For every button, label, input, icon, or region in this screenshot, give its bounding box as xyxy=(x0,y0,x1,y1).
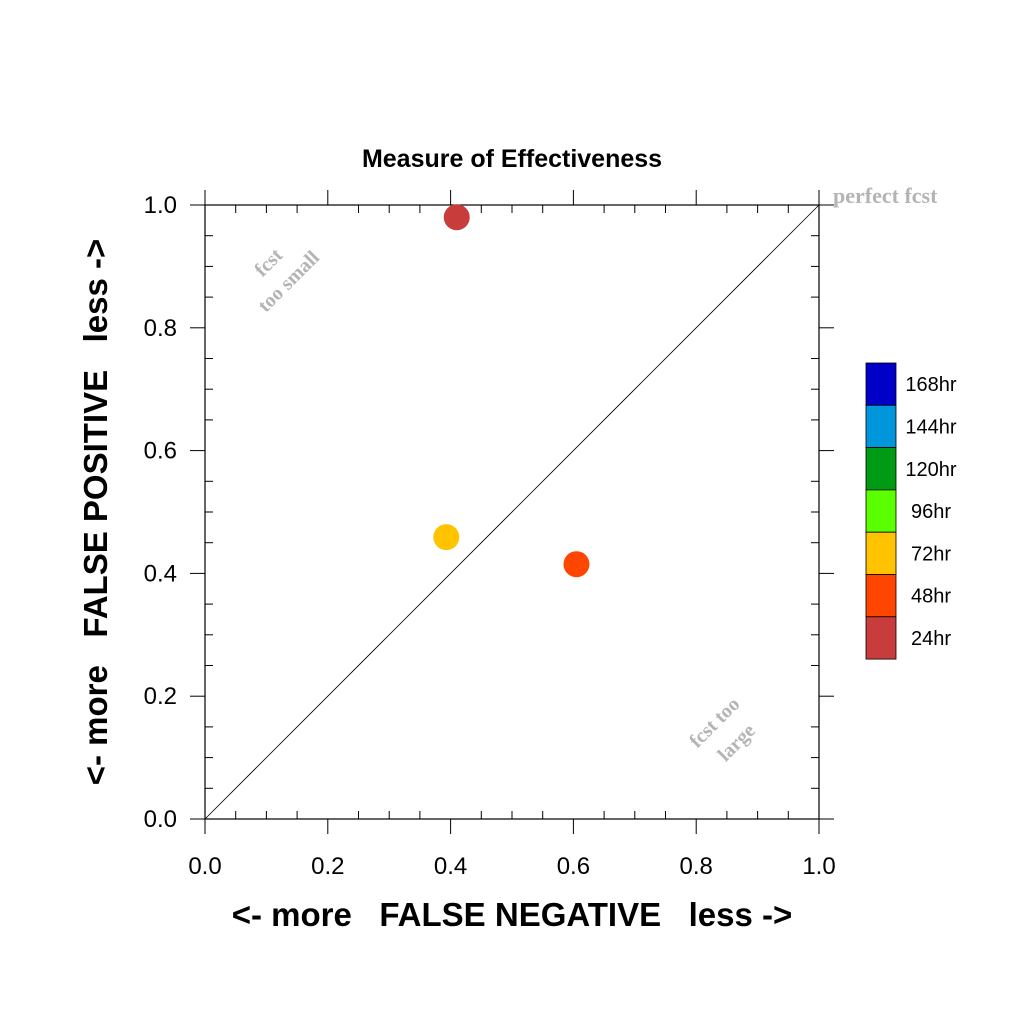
legend-label-168hr: 168hr xyxy=(905,374,956,396)
x-tick-label: 0.4 xyxy=(434,853,467,880)
x-tick-label: 0.8 xyxy=(680,853,713,880)
legend-label-144hr: 144hr xyxy=(905,416,956,438)
y-axis-label: <- more FALSE POSITIVE less -> xyxy=(77,239,114,786)
chart-title: Measure of Effectiveness xyxy=(362,145,662,173)
y-tick-label: 0.8 xyxy=(144,315,177,342)
y-tick-label: 0.6 xyxy=(144,438,177,465)
legend-label-24hr: 24hr xyxy=(911,628,951,650)
y-tick-label: 1.0 xyxy=(144,192,177,219)
legend-label-120hr: 120hr xyxy=(905,459,956,481)
data-point-72hr xyxy=(433,524,460,551)
x-tick-label: 1.0 xyxy=(802,853,835,880)
legend-swatch-48hr xyxy=(865,574,897,618)
x-tick-label: 0.2 xyxy=(311,853,344,880)
plot-axes: 0.0 0.2 0.4 0.6 0.8 1.0 0.0 0.2 0.4 0.6 0.8 1.0 xyxy=(144,190,836,880)
y-tick-label: 0.4 xyxy=(144,560,177,587)
x-tick-label: 0.6 xyxy=(557,853,590,880)
x-axis-label: <- more FALSE NEGATIVE less -> xyxy=(232,896,793,933)
legend: 168hr 144hr 120hr 96hr 72hr 48hr 24hr xyxy=(865,362,957,660)
legend-swatch-144hr xyxy=(865,404,897,448)
legend-label-72hr: 72hr xyxy=(911,543,951,565)
legend-swatch-168hr xyxy=(865,362,897,406)
diagonal-line xyxy=(204,204,820,820)
y-tick-label: 0.0 xyxy=(144,806,177,833)
plot-marks xyxy=(433,204,590,578)
legend-label-96hr: 96hr xyxy=(911,501,951,523)
data-point-48hr xyxy=(563,551,590,578)
y-tick-label: 0.2 xyxy=(144,683,177,710)
legend-swatch-72hr xyxy=(865,531,897,575)
annotation-perfect-fcst: perfect fcst xyxy=(833,183,938,208)
legend-swatch-120hr xyxy=(865,447,897,491)
legend-label-48hr: 48hr xyxy=(911,586,951,608)
legend-swatch-24hr xyxy=(865,616,897,660)
x-tick-label: 0.0 xyxy=(188,853,221,880)
data-point-24hr xyxy=(443,204,470,231)
legend-swatch-96hr xyxy=(865,489,897,533)
